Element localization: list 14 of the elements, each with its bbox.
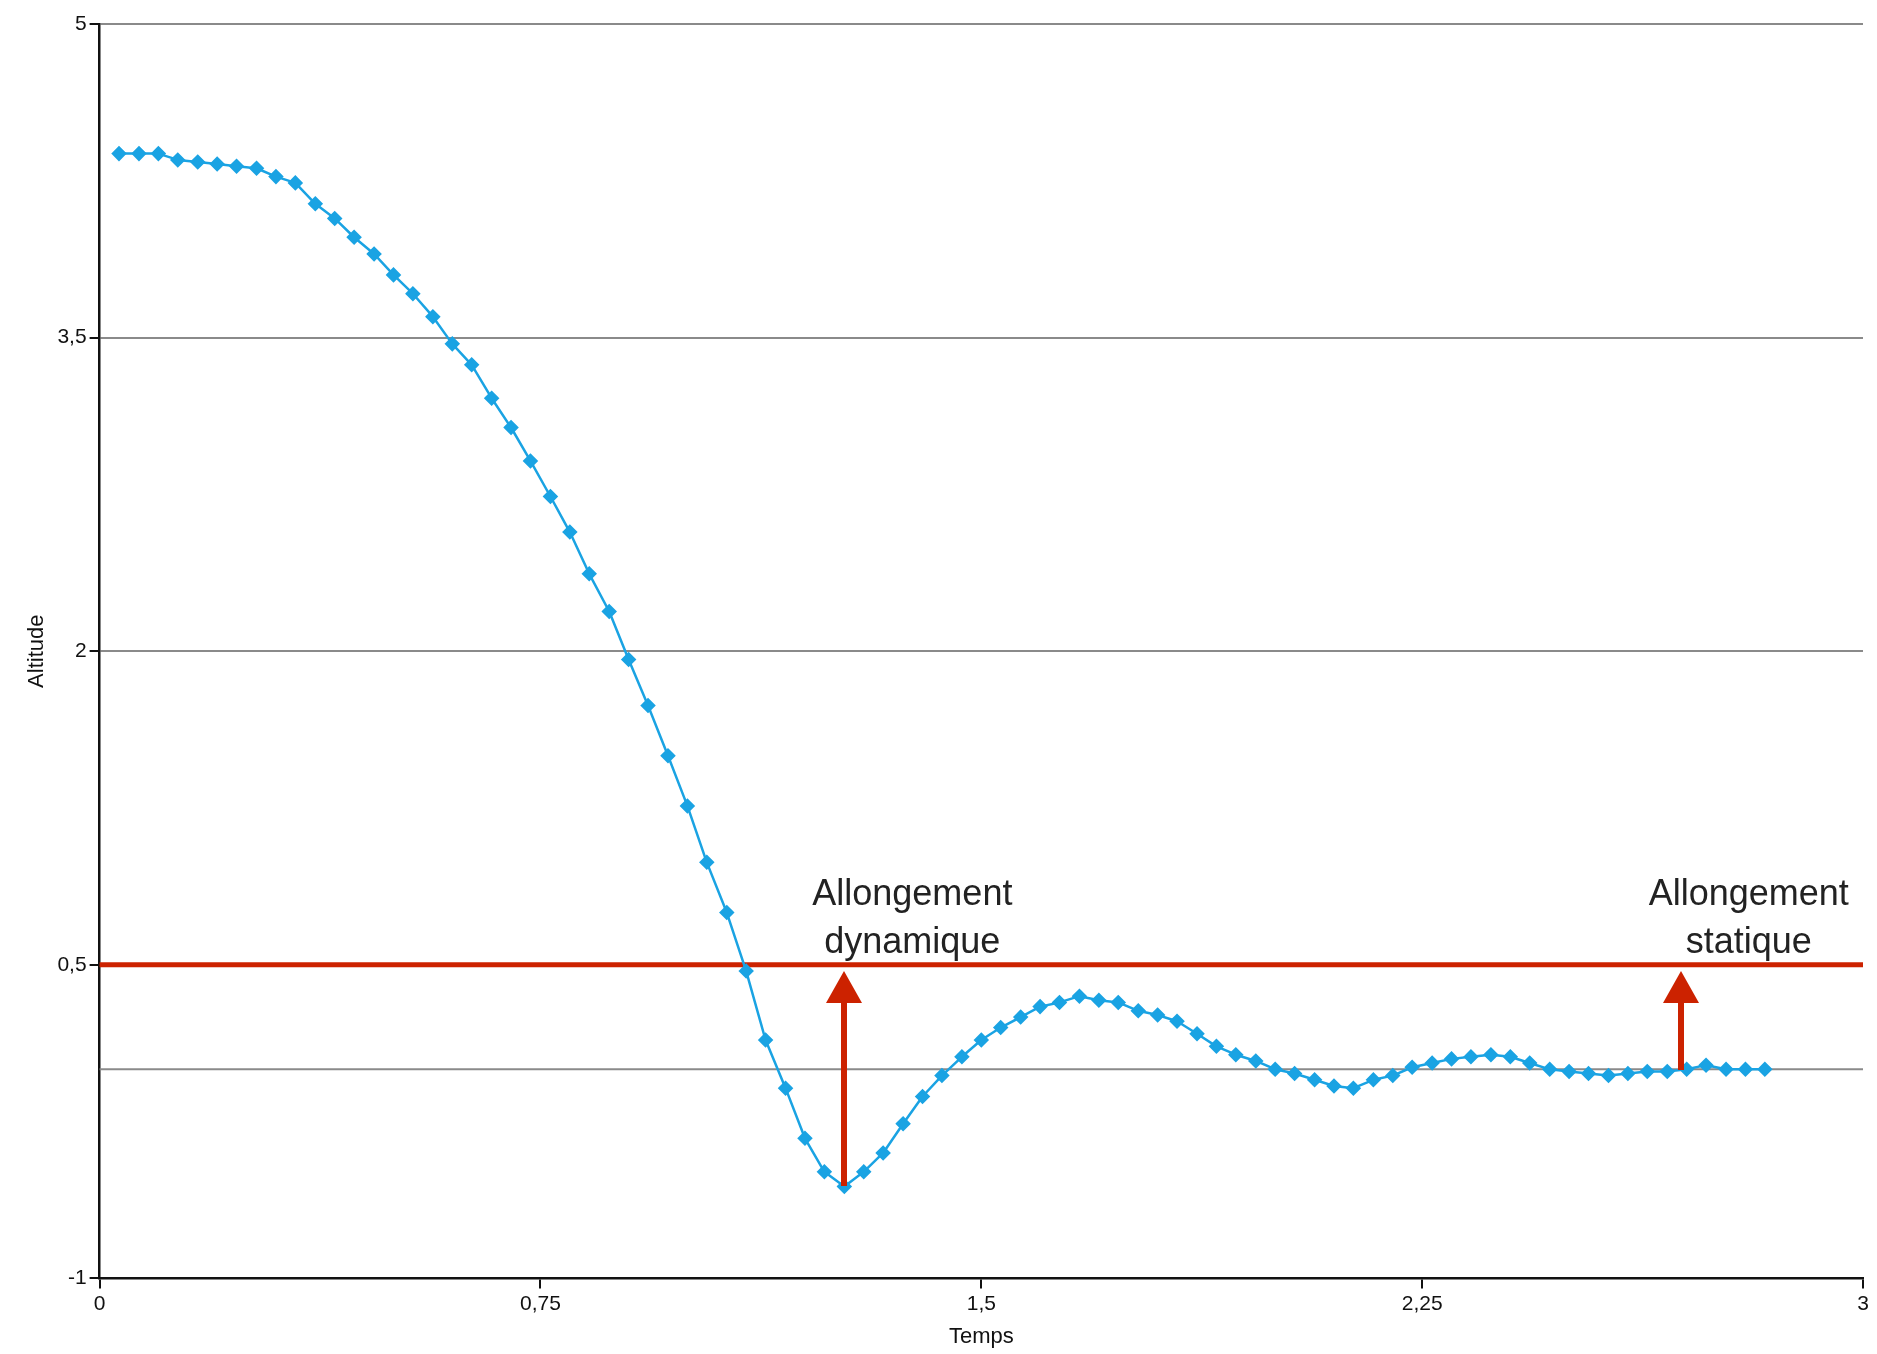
x-axis-title: Temps: [948, 1322, 1014, 1348]
x-tick-label: 3: [1857, 1290, 1869, 1314]
y-axis-title: Altitude: [23, 614, 49, 688]
annotation: Allongement statique: [1648, 871, 1849, 961]
y-tick-label: 2: [74, 638, 87, 661]
x-tick-label: 0: [93, 1290, 106, 1314]
x-tick-label: 0,75: [520, 1290, 561, 1314]
y-tick-label: -1: [67, 1265, 87, 1289]
x-tick-label: 1,5: [966, 1290, 996, 1314]
y-tick-label: 0,5: [57, 951, 87, 975]
y-tick-label: 3,5: [57, 324, 87, 348]
x-tick-label: 2,25: [1401, 1290, 1443, 1314]
y-tick-label: 5: [74, 10, 87, 34]
annotation: Allongement dynamique: [812, 871, 1013, 961]
